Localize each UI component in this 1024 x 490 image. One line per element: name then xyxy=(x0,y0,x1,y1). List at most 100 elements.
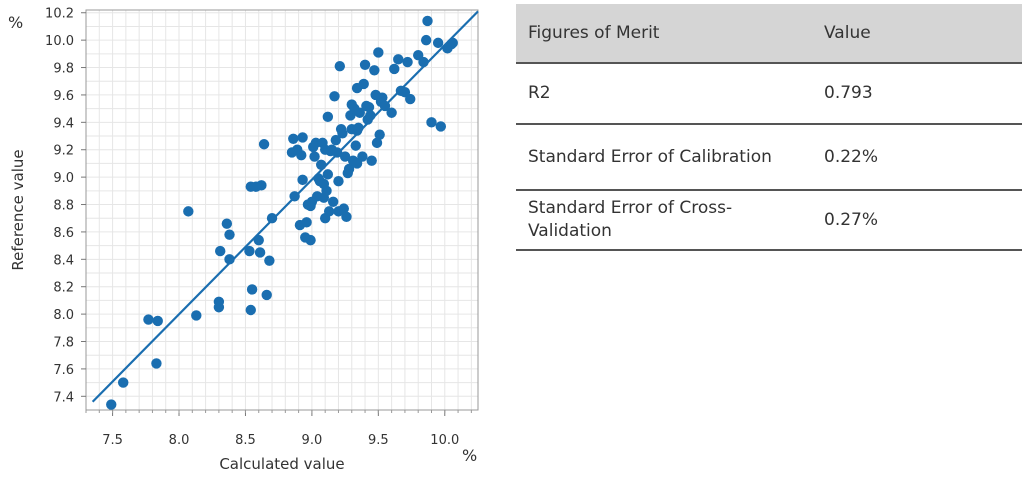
data-point xyxy=(305,234,316,246)
data-point xyxy=(245,304,256,316)
data-point xyxy=(338,203,349,214)
data-point xyxy=(369,65,380,76)
data-point xyxy=(435,121,446,132)
data-point xyxy=(183,206,194,217)
y-tick-label: 7.8 xyxy=(53,336,74,351)
x-tick-label: 9.0 xyxy=(302,433,323,448)
metric-name: Standard Error of Cross-Validation xyxy=(516,190,812,251)
data-point xyxy=(353,122,364,134)
data-point xyxy=(426,117,437,128)
data-point xyxy=(365,110,376,121)
data-point xyxy=(316,159,327,170)
metric-name: Standard Error of Calibration xyxy=(516,124,812,191)
y-tick-label: 9.4 xyxy=(53,116,74,131)
data-point xyxy=(447,37,458,49)
data-point xyxy=(357,151,368,162)
scatter-chart: 7.5 8.0 8.5 9.0 9.5 10.0 7.4 7.6 7.8 8.0 8.2 8.4 8.6… xyxy=(8,7,479,473)
data-point xyxy=(106,399,117,410)
data-point xyxy=(288,133,299,144)
y-tick-label: 9.6 xyxy=(53,89,74,104)
data-point xyxy=(393,54,404,65)
data-point xyxy=(359,59,371,70)
y-tick-label: 10.0 xyxy=(45,34,74,49)
data-point xyxy=(322,169,334,180)
y-tick-label: 8.2 xyxy=(53,281,74,296)
y-tick-label: 9.2 xyxy=(53,144,74,159)
data-point xyxy=(261,289,272,301)
data-point xyxy=(331,147,343,158)
data-point xyxy=(373,47,384,58)
data-point xyxy=(420,34,432,46)
x-tick-label: 7.5 xyxy=(102,433,123,448)
data-point xyxy=(253,234,264,246)
data-point xyxy=(221,218,233,229)
table-row: Standard Error of Calibration 0.22% xyxy=(516,124,1022,191)
data-point xyxy=(350,140,361,151)
data-point xyxy=(224,254,235,265)
plot-frame xyxy=(85,9,479,411)
metric-value: 0.27% xyxy=(812,190,1022,251)
data-point xyxy=(296,150,307,161)
x-tick-label: 9.5 xyxy=(368,433,389,448)
data-point xyxy=(264,255,275,266)
data-point xyxy=(371,137,383,149)
y-tick-label: 9.0 xyxy=(53,171,74,186)
data-point xyxy=(327,196,339,207)
data-point xyxy=(418,56,429,68)
y-tick-label: 8.6 xyxy=(53,226,74,241)
data-point xyxy=(363,102,375,113)
data-point xyxy=(343,163,355,175)
data-point xyxy=(330,134,342,146)
data-point xyxy=(402,56,413,68)
data-point xyxy=(301,217,312,228)
x-tick-label: 8.5 xyxy=(235,433,256,448)
data-point xyxy=(152,315,163,327)
x-tick-label: 10.0 xyxy=(430,433,459,448)
data-point xyxy=(374,129,385,140)
data-point xyxy=(377,92,388,103)
data-point xyxy=(334,60,346,72)
data-point xyxy=(215,245,226,257)
data-point xyxy=(366,155,377,166)
metric-name: R2 xyxy=(516,63,812,125)
data-point xyxy=(389,63,400,75)
data-point xyxy=(246,284,258,295)
data-point xyxy=(386,107,397,118)
data-point xyxy=(266,213,278,224)
data-point xyxy=(322,111,334,123)
data-points xyxy=(106,15,458,410)
data-point xyxy=(405,93,416,105)
data-point xyxy=(297,174,308,186)
table-row: R2 0.793 xyxy=(516,63,1022,125)
data-point xyxy=(118,377,129,388)
header-value: Value xyxy=(812,4,1022,64)
y-tick-label: 10.2 xyxy=(45,7,74,22)
x-axis-label: Calculated value xyxy=(219,455,344,473)
table-row: Standard Error of Cross-Validation 0.27% xyxy=(516,190,1022,251)
regression-line xyxy=(91,10,479,403)
y-tick-label: 8.4 xyxy=(53,253,74,268)
data-point xyxy=(224,229,235,240)
data-point xyxy=(321,185,332,197)
y-axis-unit: % xyxy=(8,13,23,32)
data-point xyxy=(213,302,225,313)
data-point xyxy=(297,132,308,143)
data-point xyxy=(323,206,335,217)
data-point xyxy=(341,211,352,223)
x-axis-unit: % xyxy=(462,446,477,465)
axis-ticks: 7.5 8.0 8.5 9.0 9.5 10.0 7.4 7.6 7.8 8.0 8.2 8.4 8.6… xyxy=(45,7,472,448)
data-point xyxy=(254,247,266,258)
data-point xyxy=(309,151,320,162)
data-point xyxy=(432,37,444,49)
data-point xyxy=(256,180,267,191)
data-point xyxy=(354,107,365,118)
y-tick-label: 8.0 xyxy=(53,308,74,323)
data-point xyxy=(329,91,340,102)
header-figures-of-merit: Figures of Merit xyxy=(516,4,812,64)
y-tick-label: 8.8 xyxy=(53,199,74,214)
grid-lines xyxy=(85,10,478,411)
metric-value: 0.22% xyxy=(812,124,1022,191)
y-tick-label: 7.4 xyxy=(53,390,74,405)
data-point xyxy=(191,310,202,321)
data-point xyxy=(151,358,162,369)
